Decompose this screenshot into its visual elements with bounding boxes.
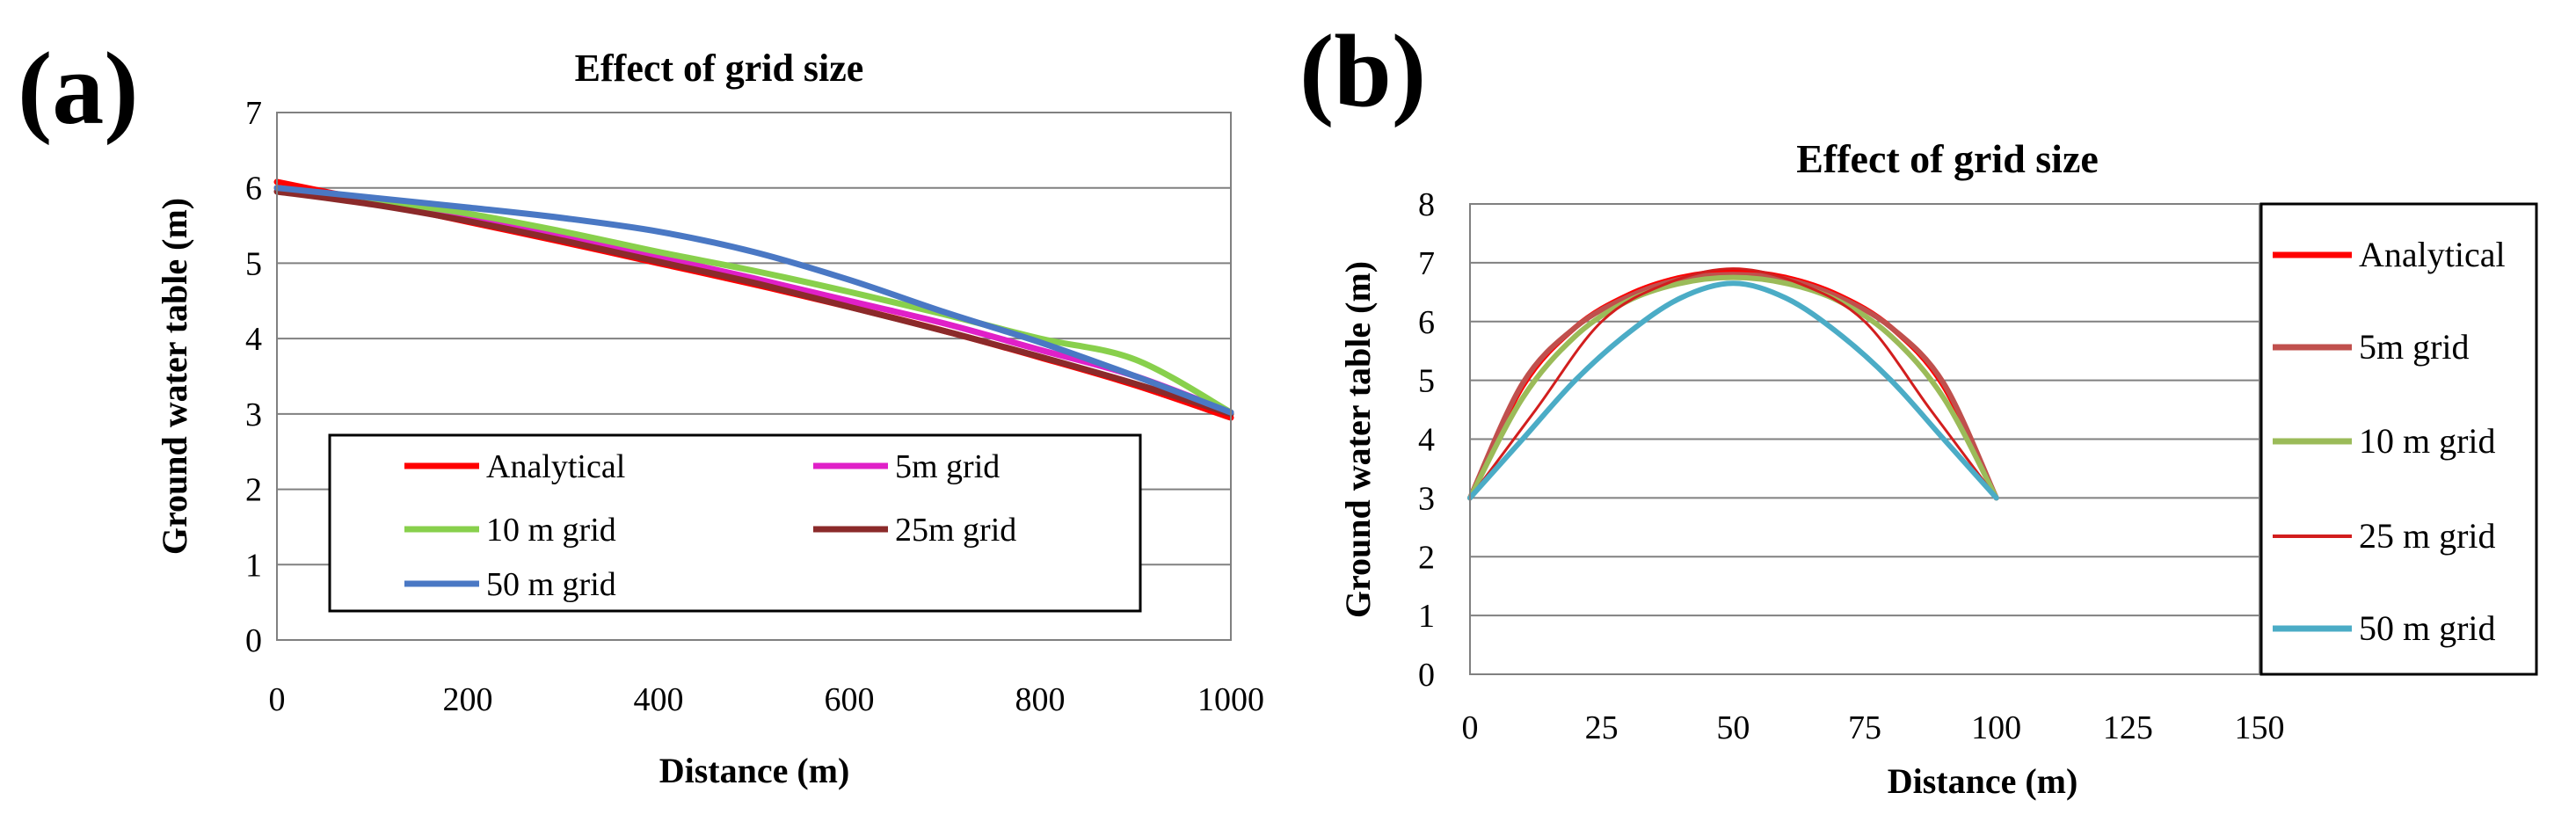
panel-a-legend-label-10-m-grid: 10 m grid — [486, 512, 616, 549]
panel-a-plot-border — [276, 112, 1232, 641]
panel-a-x-tick-label: 1000 — [1197, 681, 1264, 718]
panel-b-legend-label-25-m-grid: 25 m grid — [2359, 516, 2496, 556]
panel-a-series-line-50-m-grid — [273, 185, 1234, 416]
panel-b-x-tick-label: 125 — [2103, 709, 2153, 746]
panel-b-series-line-analytical — [1467, 268, 1999, 501]
panel-b-x-tick-label: 25 — [1585, 709, 1619, 746]
panel-a-y-tick-label: 5 — [245, 245, 262, 282]
panel-b-legend-label-5m-grid: 5m grid — [2359, 327, 2470, 367]
panel-b-y-tick-label: 5 — [1418, 363, 1435, 400]
panel-b-y-tick-label: 8 — [1418, 186, 1435, 223]
panel-a-title: Effect of grid size — [575, 47, 864, 90]
panel-a-y-tick-label: 7 — [245, 95, 262, 132]
panel-a-x-tick-label: 400 — [634, 681, 684, 718]
panel-a-x-axis-label: Distance (m) — [659, 751, 850, 790]
panel-a-legend-label-5m-grid: 5m grid — [895, 448, 1000, 485]
panel-b-legend: Analytical 5m grid 10 m grid 25 m grid 50 m … — [2259, 202, 2538, 676]
panel-a-y-tick-label: 1 — [245, 547, 262, 584]
panel-b-y-tick-label: 2 — [1418, 539, 1435, 576]
panel-b-x-tick-label: 100 — [1971, 709, 2021, 746]
panel-b-y-tick-label: 3 — [1418, 480, 1435, 517]
panel-b-title: Effect of grid size — [1796, 136, 2099, 181]
panel-a-y-tick-label: 2 — [245, 472, 262, 509]
panel-b-x-tick-label: 150 — [2235, 709, 2285, 746]
panel-a-series-line-5m-grid — [273, 185, 1234, 416]
panel-b-label: (b) — [1299, 13, 1426, 128]
panel-a: (a) Effect of grid size 0 1 2 3 4 5 6 7 0 200 400… — [18, 31, 1264, 790]
panel-b: (b) Effect of grid size 0 1 2 3 4 5 6 7 8 0 25 50 7… — [1299, 13, 2538, 801]
panel-a-x-tick-label: 200 — [443, 681, 493, 718]
panel-b-y-tick-label: 6 — [1418, 304, 1435, 341]
panel-a-x-tick-label: 600 — [825, 681, 875, 718]
panel-b-y-tick-label: 4 — [1418, 422, 1435, 459]
panel-b-y-tick-label: 0 — [1418, 657, 1435, 694]
panel-a-y-ticks: 0 1 2 3 4 5 6 7 — [245, 95, 262, 659]
panel-a-y-tick-label: 6 — [245, 171, 262, 207]
panel-b-legend-label-50-m-grid: 50 m grid — [2359, 608, 2496, 648]
panel-b-x-tick-label: 50 — [1716, 709, 1750, 746]
panel-b-series-line-25-m-grid — [1468, 267, 1998, 499]
panel-b-gridlines — [1470, 203, 2259, 675]
panel-b-y-ticks: 0 1 2 3 4 5 6 7 8 — [1418, 186, 1435, 694]
panel-a-x-ticks: 0 200 400 600 800 1000 — [269, 681, 1265, 718]
panel-a-x-tick-label: 0 — [269, 681, 286, 718]
panel-b-legend-label-analytical: Analytical — [2359, 235, 2506, 274]
panel-b-legend-label-10-m-grid: 10 m grid — [2359, 421, 2496, 461]
panel-b-y-tick-label: 1 — [1418, 598, 1435, 635]
panel-a-y-tick-label: 4 — [245, 321, 262, 358]
panel-a-legend-label-analytical: Analytical — [486, 448, 625, 485]
panel-a-series-line-10-m-grid — [273, 185, 1234, 416]
panel-a-series-line-analytical — [273, 178, 1234, 421]
panel-a-label: (a) — [18, 31, 139, 146]
panel-a-y-tick-label: 3 — [245, 396, 262, 433]
panel-b-series-line-5m-grid — [1467, 272, 1999, 501]
panel-b-x-tick-label: 0 — [1462, 709, 1479, 746]
panel-a-legend-label-50-m-grid: 50 m grid — [486, 566, 616, 603]
panel-b-series — [1467, 267, 1999, 501]
panel-b-series-line-50-m-grid — [1467, 280, 1999, 501]
panel-b-x-tick-label: 75 — [1848, 709, 1881, 746]
panel-a-x-tick-label: 800 — [1015, 681, 1066, 718]
panel-b-plot-border — [1469, 203, 2260, 675]
panel-b-x-ticks: 0 25 50 75 100 125 150 — [1462, 709, 2285, 746]
panel-b-series-line-10-m-grid — [1467, 274, 1999, 501]
panel-a-legend-label-25m-grid: 25m grid — [895, 512, 1016, 549]
panel-a-y-tick-label: 0 — [245, 622, 262, 659]
panel-b-x-axis-label: Distance (m) — [1888, 761, 2078, 801]
panel-a-series — [273, 178, 1234, 421]
panel-b-y-axis-label: Ground water table (m) — [1338, 261, 1378, 618]
panel-b-y-tick-label: 7 — [1418, 245, 1435, 282]
panel-a-y-axis-label: Ground water table (m) — [155, 198, 194, 555]
panel-a-series-line-25m-grid — [273, 188, 1234, 418]
panel-a-legend: Analytical 5m grid 10 m grid 25m grid 50 m g… — [328, 433, 1142, 613]
